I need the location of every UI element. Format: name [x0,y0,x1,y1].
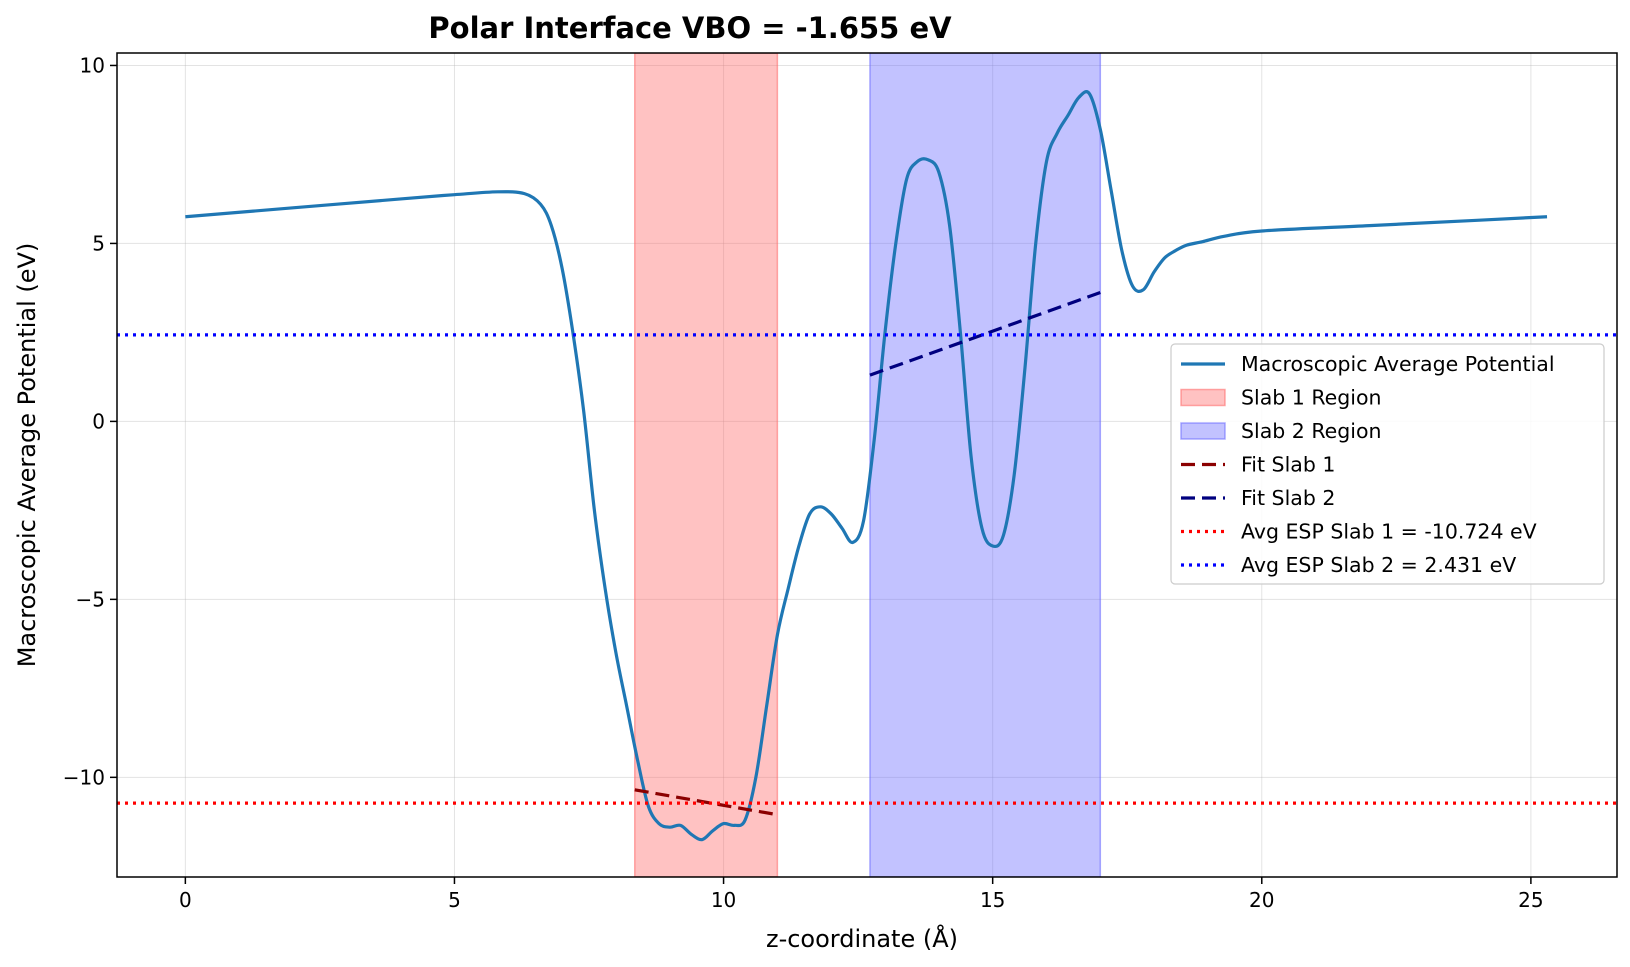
y-tick-label: −10 [63,765,105,789]
legend-label: Slab 2 Region [1241,419,1382,443]
x-tick-label: 15 [980,888,1005,912]
series-line-0 [185,90,1548,842]
plot-frame [116,52,1618,878]
x-tick-label: 0 [179,888,192,912]
x-tick-label: 20 [1249,888,1274,912]
series-line-1 [634,788,778,817]
plot-area: 0 5 10 15 20 25 −10 −5 0 5 10 [63,52,1618,912]
legend-label: Fit Slab 1 [1241,453,1335,477]
legend-label: Avg ESP Slab 2 = 2.431 eV [1241,553,1516,577]
y-tick-label: 0 [92,409,105,433]
y-axis-label: Macroscopic Average Potential (eV) [13,243,41,668]
legend-label: Macroscopic Average Potential [1241,352,1555,376]
chart-title: Polar Interface VBO = -1.655 eV [428,11,952,45]
slab-2-region [869,53,1102,877]
legend-label: Slab 1 Region [1241,386,1382,410]
y-tick-label: 10 [80,53,105,77]
slab-1-region [634,53,779,877]
x-axis-label: z-coordinate (Å) [766,924,958,953]
y-tick-label: −5 [76,587,105,611]
x-tick-label: 10 [711,888,736,912]
legend-swatch [1180,422,1226,440]
y-tick-label: 5 [92,231,105,255]
legend: Macroscopic Average Potential Slab 1 Regi… [1170,343,1605,585]
legend-box [1170,343,1605,585]
x-tick-label: 25 [1518,888,1543,912]
legend-label: Fit Slab 2 [1241,486,1335,510]
data-layer [117,53,1617,877]
legend-label: Avg ESP Slab 1 = -10.724 eV [1241,520,1537,544]
legend-swatch [1180,388,1226,407]
x-tick-label: 5 [448,888,461,912]
